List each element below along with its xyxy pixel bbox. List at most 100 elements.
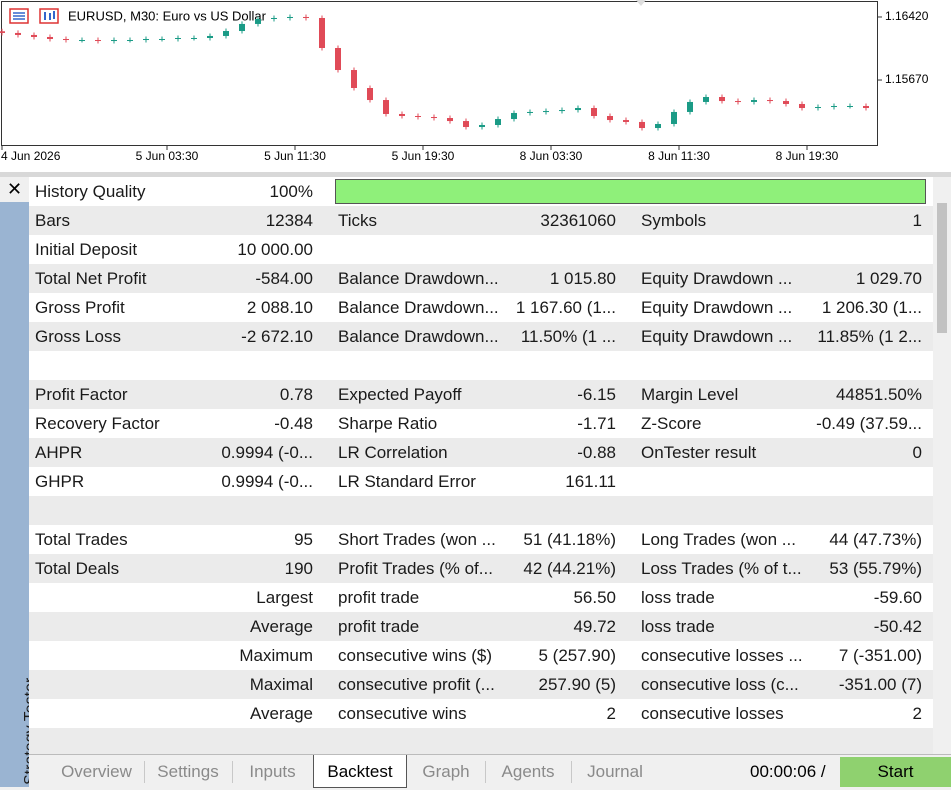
candle-body [527, 111, 533, 113]
x-tick-label: 8 Jun 19:30 [776, 149, 839, 163]
price-chart: EURUSD, M30: Euro vs US Dollar 1.16420 1.… [0, 0, 951, 172]
candle-body [607, 116, 613, 121]
report-value: 32361060 [540, 211, 616, 230]
report-value: 2 [606, 704, 616, 723]
report-value: 100% [269, 182, 313, 201]
shift-marker [636, 0, 646, 6]
candle-body [847, 105, 853, 107]
candle-body [575, 108, 581, 111]
report-label: AHPR [35, 443, 83, 462]
row-background [29, 525, 933, 554]
tab[interactable]: Graph [422, 762, 470, 781]
report-value: 95 [294, 530, 313, 549]
candle-body [799, 103, 805, 109]
scrollbar-thumb[interactable] [937, 203, 947, 333]
tab-separator [571, 761, 572, 783]
report-value: 1 015.80 [549, 269, 616, 288]
row-background [29, 293, 933, 322]
report-value: 1 167.60 (1... [515, 298, 616, 317]
candle-body [335, 47, 341, 71]
chart-title: EURUSD, M30: Euro vs US Dollar [68, 8, 267, 23]
report-label: Equity Drawdown ... [641, 327, 793, 346]
report-label: GHPR [35, 472, 85, 491]
report-label: profit trade [338, 588, 420, 607]
report-value: 0 [912, 443, 922, 462]
report-label: History Quality [35, 182, 146, 201]
candle-body [559, 110, 565, 112]
x-tick-label: 8 Jun 03:30 [520, 149, 583, 163]
report-label: Gross Loss [35, 327, 121, 346]
candle-body [511, 112, 517, 120]
report-value: 56.50 [573, 588, 616, 607]
tab[interactable]: Settings [157, 762, 219, 781]
timer: 00:00:06 / [750, 762, 826, 781]
report-label: Long Trades (won ... [641, 530, 796, 549]
candle-body [271, 17, 277, 19]
row-background [29, 496, 933, 525]
report-label: Equity Drawdown ... [641, 269, 793, 288]
candle-body [111, 40, 117, 42]
candle-body [255, 18, 261, 24]
candle-body [207, 35, 213, 38]
candle-body [767, 100, 773, 102]
report-label: Sharpe Ratio [338, 414, 438, 433]
quality-bar [335, 179, 926, 204]
row-background [29, 699, 933, 728]
tab-separator [485, 761, 486, 783]
candle-body [95, 40, 101, 42]
report-value: -59.60 [873, 588, 922, 607]
tab-bar: Overview Settings Inputs Backtest Graph Agent… [29, 754, 951, 788]
report-label: Bars [35, 211, 70, 230]
tab[interactable]: Overview [61, 762, 132, 781]
start-button[interactable]: Start [840, 757, 951, 787]
row-background [29, 235, 933, 264]
candle-body [0, 31, 5, 33]
report-value: -0.49 (37.59... [816, 414, 922, 433]
candle-body [127, 40, 133, 42]
candle-body [735, 101, 741, 103]
candle-body [815, 107, 821, 109]
x-tick-label: 5 Jun 19:30 [392, 149, 455, 163]
report-label: Z-Score [641, 414, 702, 433]
tab[interactable]: Agents [501, 762, 555, 781]
tab[interactable]: Journal [587, 762, 643, 781]
candle-body [415, 116, 421, 118]
row-background [29, 409, 933, 438]
row-background [29, 612, 933, 641]
candle-body [63, 39, 69, 41]
report-value: Average [249, 617, 313, 636]
report-value: 2 [912, 704, 922, 723]
report-label: Equity Drawdown ... [641, 298, 793, 317]
y-tick-label: 1.16420 [885, 9, 929, 23]
report-label: Gross Profit [35, 298, 125, 317]
row-background [29, 467, 933, 496]
side-panel: Strategy Tester [0, 202, 39, 787]
report: History Quality 100% Bars 12384 Ticks 3236106… [29, 177, 933, 728]
y-tick-label: 1.15670 [885, 72, 929, 86]
candle-body [783, 101, 789, 104]
report-label: Total Net Profit [35, 269, 147, 288]
report-value: Largest [256, 588, 313, 607]
report-value: 44 (47.73%) [829, 530, 922, 549]
report-label: loss trade [641, 588, 715, 607]
candle-body [591, 108, 597, 116]
report-label: Initial Deposit [35, 240, 138, 259]
candle-body [543, 111, 549, 113]
report-label: consecutive wins ($) [338, 646, 493, 665]
candle-body [639, 121, 645, 129]
report-label: Profit Factor [35, 385, 128, 404]
tab[interactable]: Backtest [313, 755, 407, 788]
report-label: profit trade [338, 617, 420, 636]
report-value: -2 672.10 [241, 327, 313, 346]
scrollbar[interactable] [933, 177, 951, 754]
report-value: -584.00 [255, 269, 313, 288]
tab-separator [232, 761, 233, 783]
candle-body [719, 97, 725, 102]
candle-body [463, 121, 469, 128]
candle-body [703, 97, 709, 102]
tab[interactable]: Inputs [249, 762, 296, 781]
close-button[interactable]: ✕ [0, 177, 29, 202]
candle-body [671, 111, 677, 124]
candle-body [687, 101, 693, 112]
report-value: Maximum [239, 646, 313, 665]
